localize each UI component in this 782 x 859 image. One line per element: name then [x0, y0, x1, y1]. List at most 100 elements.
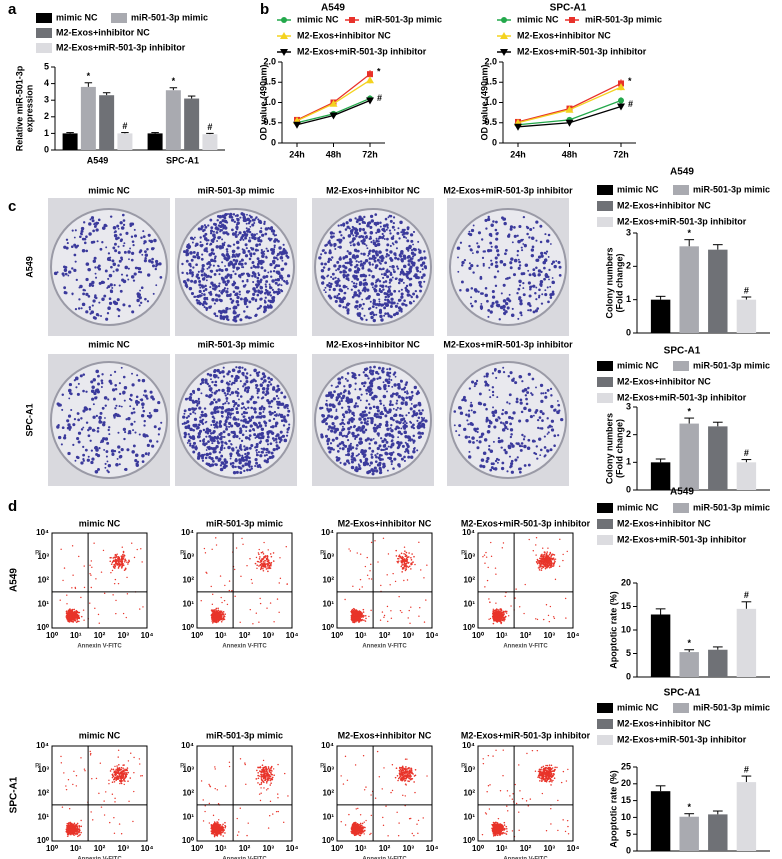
colony: [263, 223, 265, 225]
colony: [155, 409, 158, 412]
colony: [115, 237, 118, 240]
colony: [329, 403, 333, 407]
colony: [354, 468, 357, 471]
colony: [363, 279, 365, 281]
colony: [214, 427, 216, 429]
colony: [219, 290, 221, 292]
colony: [106, 287, 108, 289]
colony: [363, 371, 365, 373]
event: [84, 565, 85, 566]
colony: [117, 458, 119, 460]
colony: [123, 242, 125, 244]
colony: [77, 412, 79, 414]
colony: [123, 438, 125, 440]
colony: [543, 278, 546, 281]
colony: [206, 262, 209, 265]
colony: [486, 457, 489, 460]
bar: [148, 133, 163, 150]
colony: [269, 287, 272, 290]
colony: [365, 367, 368, 370]
colony: [238, 398, 240, 400]
colony: [379, 471, 382, 474]
colony: [501, 413, 504, 416]
colony: [148, 452, 150, 454]
colony: [378, 238, 380, 240]
colony: [348, 268, 352, 272]
colony: [212, 252, 215, 255]
colony: [265, 425, 267, 427]
colony: [547, 426, 549, 428]
colony: [147, 300, 149, 302]
colony: [199, 287, 201, 289]
colony: [273, 256, 276, 259]
colony: [509, 294, 511, 296]
colony: [390, 424, 392, 426]
colony: [423, 281, 425, 283]
colony: [256, 426, 259, 429]
colony: [270, 442, 273, 445]
colony: [470, 296, 472, 298]
colony: [227, 433, 230, 436]
y-axis-label: Apoptotic rate (%): [608, 591, 618, 669]
colony: [459, 289, 462, 292]
colony: [233, 259, 236, 262]
colony: [235, 235, 238, 238]
colony: [457, 271, 459, 273]
colony: [284, 281, 286, 283]
colony: [393, 313, 396, 316]
colony: [362, 431, 364, 433]
colony: [122, 214, 125, 217]
colony: [375, 371, 378, 374]
event: [118, 560, 120, 562]
colony: [141, 454, 144, 457]
colony: [354, 435, 357, 438]
colony: [131, 275, 134, 278]
colony: [373, 299, 376, 302]
colony: [211, 298, 214, 301]
colony: [149, 439, 152, 442]
colony: [363, 216, 365, 218]
colony: [201, 414, 204, 417]
colony: [263, 373, 265, 375]
colony: [519, 264, 521, 266]
colony: [552, 260, 555, 263]
colony: [114, 230, 117, 233]
colony: [383, 230, 386, 233]
colony: [329, 240, 331, 242]
colony: [492, 290, 495, 293]
colony: [529, 309, 532, 312]
colony: [380, 226, 382, 228]
colony: [537, 427, 539, 429]
colony: [216, 436, 219, 439]
colony: [282, 435, 285, 438]
colony: [71, 267, 73, 269]
colony: [214, 302, 216, 304]
colony: [205, 421, 207, 423]
colony: [458, 424, 460, 426]
colony: [98, 302, 100, 304]
colony: [519, 311, 522, 314]
colony: [409, 421, 411, 423]
colony: [405, 442, 407, 444]
colony: [334, 248, 336, 250]
colony: [400, 427, 402, 429]
colony: [375, 460, 378, 463]
colony: [494, 276, 497, 279]
colony: [235, 390, 238, 393]
colony: [238, 231, 241, 234]
colony: [91, 398, 94, 401]
colony: [398, 237, 400, 239]
colony: [211, 381, 213, 383]
colony: [422, 273, 425, 276]
colony: [113, 270, 115, 272]
colony: [463, 428, 466, 431]
column-title: mimic NC: [88, 339, 130, 349]
colony: [416, 420, 418, 422]
colony: [249, 374, 251, 376]
colony: [236, 269, 238, 271]
event: [71, 620, 73, 622]
colony: [244, 262, 247, 265]
colony: [347, 453, 350, 456]
colony: [385, 280, 388, 283]
colony: [355, 447, 357, 449]
